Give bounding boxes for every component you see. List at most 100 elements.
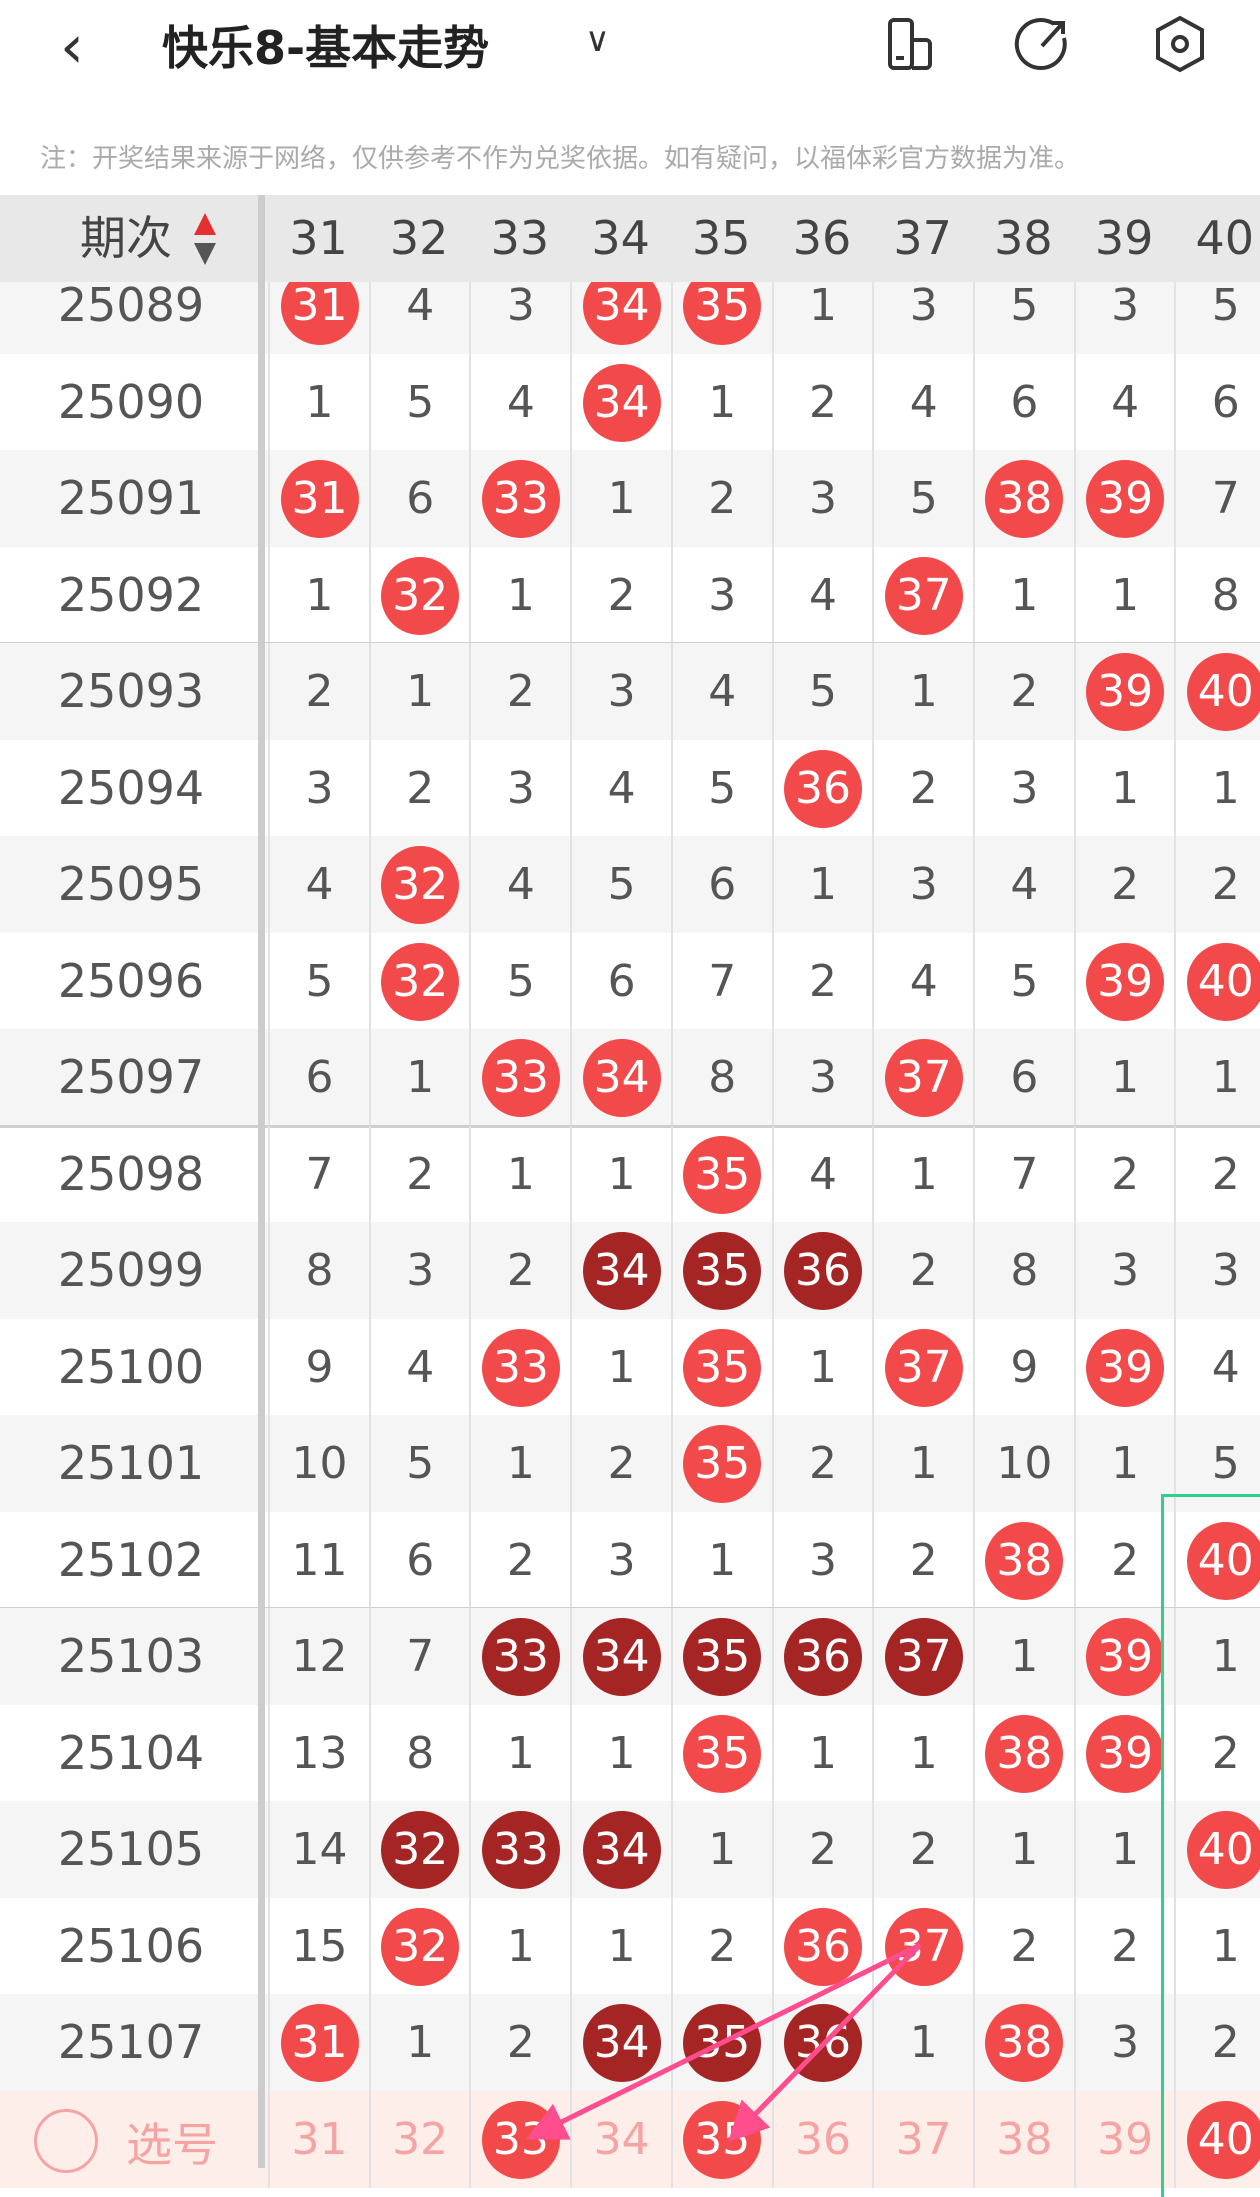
miss-count: 3: [1111, 2017, 1140, 2068]
miss-count: 6: [1010, 1052, 1039, 1103]
miss-count: 5: [1211, 1438, 1240, 1489]
table-cell: 2: [1073, 1511, 1175, 1609]
drawn-number-ball: 38: [985, 460, 1064, 538]
back-chevron-left-icon[interactable]: ‹: [60, 12, 84, 82]
table-cell: 1: [570, 1318, 671, 1416]
table-cell: 2: [670, 450, 772, 547]
settings-icon[interactable]: [1150, 14, 1210, 74]
select-circle-icon[interactable]: [34, 2108, 98, 2173]
select-number[interactable]: 37: [895, 2113, 952, 2165]
disclaimer-note: 注：开奖结果来源于网络，仅供参考不作为兑奖依据。如有疑问，以福体彩官方数据为准。: [40, 144, 1081, 174]
miss-count: 2: [1010, 666, 1039, 717]
layout-toggle-icon[interactable]: [882, 14, 942, 74]
miss-count: 13: [291, 1727, 348, 1779]
miss-count: 4: [607, 762, 636, 814]
select-number-cell[interactable]: 37: [872, 2090, 973, 2188]
select-number[interactable]: 36: [795, 2113, 851, 2165]
table-cell: 35: [670, 1125, 772, 1223]
miss-count: 9: [1010, 1341, 1039, 1393]
table-cell: 38: [972, 1994, 1074, 2091]
selected-number-ball[interactable]: 40: [1186, 2100, 1260, 2179]
table-row: 25107 31 1 2 34 35 36 1 38 3 2: [0, 1994, 1260, 2091]
miss-count: 2: [708, 1920, 737, 1972]
select-number[interactable]: 31: [291, 2113, 348, 2165]
select-number[interactable]: 32: [392, 2113, 449, 2165]
drawn-number-ball: 31: [280, 460, 359, 538]
period-number: 25095: [57, 857, 205, 911]
miss-count: 1: [1111, 1052, 1140, 1103]
miss-count: 4: [1111, 376, 1140, 428]
table-cell: 35: [670, 1415, 772, 1512]
miss-count: 2: [305, 666, 334, 717]
select-number-cell[interactable]: 40: [1174, 2090, 1260, 2188]
column-header: 37: [893, 211, 952, 265]
drawn-number-ball: 35: [683, 1714, 762, 1793]
table-cell: 33: [469, 1318, 570, 1416]
table-cell: 12: [268, 1608, 369, 1705]
table-row: 25104 13 8 1 1 35 1 1 38 39 2: [0, 1704, 1260, 1802]
table-cell: 3: [1073, 1994, 1175, 2091]
select-label[interactable]: 选号: [126, 2117, 218, 2172]
column-header: 32: [389, 211, 449, 265]
miss-count: 4: [506, 859, 535, 910]
table-cell: 5: [771, 643, 873, 740]
miss-count: 3: [506, 280, 535, 331]
miss-count: 4: [406, 1341, 435, 1393]
table-cell: 1: [1073, 546, 1175, 644]
miss-count: 2: [1010, 1920, 1039, 1972]
miss-count: 7: [1211, 473, 1240, 524]
drawn-number-ball: 40: [1186, 942, 1260, 1021]
table-cell: 37: [872, 1897, 973, 1995]
page-title[interactable]: 快乐8-基本走势: [162, 21, 490, 75]
select-number-cell[interactable]: 35: [670, 2090, 772, 2188]
table-cell: 39: [1073, 1608, 1175, 1705]
table-cell: 1: [368, 1029, 470, 1126]
miss-count: 1: [708, 376, 737, 428]
select-number[interactable]: 39: [1097, 2113, 1154, 2165]
table-cell: 35: [670, 1222, 772, 1319]
selected-number-ball[interactable]: 33: [481, 2100, 560, 2179]
table-cell: 8: [1174, 546, 1260, 644]
period-header[interactable]: 期次: [80, 211, 172, 265]
miss-count: 1: [406, 1052, 435, 1103]
miss-count: 2: [506, 1534, 535, 1586]
sort-icon[interactable]: [192, 211, 218, 267]
consecutive-number-ball: 36: [784, 1618, 862, 1696]
table-cell: 5: [972, 932, 1074, 1030]
select-number[interactable]: 38: [996, 2113, 1053, 2165]
select-number-cell[interactable]: 36: [771, 2090, 873, 2188]
table-cell: 1: [570, 450, 671, 547]
select-number-cell[interactable]: 34: [570, 2090, 671, 2188]
table-row: 25094 3 2 3 4 5 36 2 3 1 1: [0, 739, 1260, 837]
table-cell: 15: [268, 1897, 369, 1995]
miss-count: 3: [506, 762, 535, 814]
miss-count: 1: [1211, 1631, 1240, 1682]
selected-number-ball[interactable]: 35: [683, 2100, 762, 2179]
select-number-cell[interactable]: 31: [268, 2090, 369, 2188]
table-cell: 2: [872, 1801, 973, 1898]
miss-count: 3: [1010, 762, 1039, 814]
miss-count: 1: [1111, 762, 1140, 814]
miss-count: 2: [809, 376, 837, 428]
miss-count: 1: [909, 1148, 938, 1200]
select-number-cell[interactable]: 33: [469, 2090, 570, 2188]
column-header: 35: [692, 211, 751, 265]
table-cell: 2: [771, 932, 873, 1030]
miss-count: 3: [909, 280, 938, 331]
select-number-cell[interactable]: 38: [972, 2090, 1074, 2188]
table-cell: 1: [771, 257, 873, 354]
miss-count: 5: [1010, 955, 1039, 1007]
consecutive-number-ball: 36: [784, 1232, 862, 1310]
column-divider: [258, 195, 265, 2168]
select-number[interactable]: 34: [593, 2113, 650, 2165]
table-cell: 2: [1174, 1994, 1260, 2091]
chevron-down-icon[interactable]: ∨: [585, 20, 610, 60]
table-cell: 39: [1073, 450, 1175, 547]
select-number-cell[interactable]: 32: [368, 2090, 470, 2188]
share-icon[interactable]: [1014, 14, 1074, 74]
table-cell: 2: [872, 739, 973, 837]
miss-count: 2: [909, 1245, 938, 1296]
table-cell: 2: [972, 643, 1074, 740]
select-number-cell[interactable]: 39: [1073, 2090, 1175, 2188]
